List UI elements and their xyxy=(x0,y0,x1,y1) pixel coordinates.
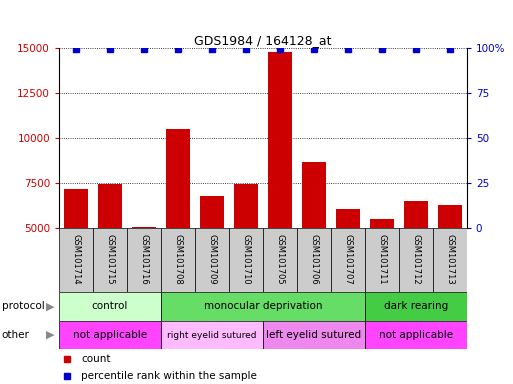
Bar xyxy=(268,51,292,228)
Text: other: other xyxy=(2,330,29,340)
Bar xyxy=(234,184,258,228)
Bar xyxy=(59,321,161,349)
Text: monocular deprivation: monocular deprivation xyxy=(204,301,322,311)
Bar xyxy=(127,228,161,292)
Text: ▶: ▶ xyxy=(46,301,54,311)
Text: GSM101712: GSM101712 xyxy=(411,233,420,284)
Text: not applicable: not applicable xyxy=(73,330,147,340)
Bar xyxy=(59,228,93,292)
Bar xyxy=(399,228,433,292)
Text: protocol: protocol xyxy=(2,301,44,311)
Bar xyxy=(195,228,229,292)
Text: not applicable: not applicable xyxy=(379,330,453,340)
Title: GDS1984 / 164128_at: GDS1984 / 164128_at xyxy=(194,34,332,47)
Bar xyxy=(302,162,326,228)
Bar xyxy=(229,228,263,292)
Text: GSM101716: GSM101716 xyxy=(140,233,148,284)
Text: GSM101711: GSM101711 xyxy=(378,233,386,284)
Text: GSM101713: GSM101713 xyxy=(445,233,455,284)
Text: GSM101708: GSM101708 xyxy=(173,233,183,284)
Bar xyxy=(98,184,122,228)
Bar xyxy=(336,209,360,228)
Bar xyxy=(297,228,331,292)
Text: count: count xyxy=(82,354,111,364)
Bar xyxy=(365,321,467,349)
Bar xyxy=(64,189,88,228)
Text: GSM101705: GSM101705 xyxy=(275,233,284,284)
Bar xyxy=(166,129,190,228)
Bar xyxy=(404,201,428,228)
Bar xyxy=(161,228,195,292)
Text: GSM101706: GSM101706 xyxy=(309,233,319,284)
Bar xyxy=(59,292,161,321)
Bar xyxy=(263,228,297,292)
Text: dark rearing: dark rearing xyxy=(384,301,448,311)
Text: GSM101707: GSM101707 xyxy=(343,233,352,284)
Text: control: control xyxy=(92,301,128,311)
Bar xyxy=(438,205,462,228)
Text: ▶: ▶ xyxy=(46,330,54,340)
Text: percentile rank within the sample: percentile rank within the sample xyxy=(82,371,258,381)
Bar xyxy=(331,228,365,292)
Text: GSM101714: GSM101714 xyxy=(71,233,81,284)
Bar xyxy=(433,228,467,292)
Text: GSM101710: GSM101710 xyxy=(242,233,250,284)
Bar xyxy=(161,321,263,349)
Bar xyxy=(263,321,365,349)
Bar xyxy=(365,228,399,292)
Bar xyxy=(365,292,467,321)
Text: GSM101709: GSM101709 xyxy=(207,233,216,284)
Bar xyxy=(161,292,365,321)
Text: left eyelid sutured: left eyelid sutured xyxy=(266,330,362,340)
Bar xyxy=(93,228,127,292)
Text: GSM101715: GSM101715 xyxy=(106,233,114,284)
Text: right eyelid sutured: right eyelid sutured xyxy=(167,331,256,339)
Bar xyxy=(132,227,156,228)
Bar xyxy=(200,196,224,228)
Bar xyxy=(370,219,394,228)
